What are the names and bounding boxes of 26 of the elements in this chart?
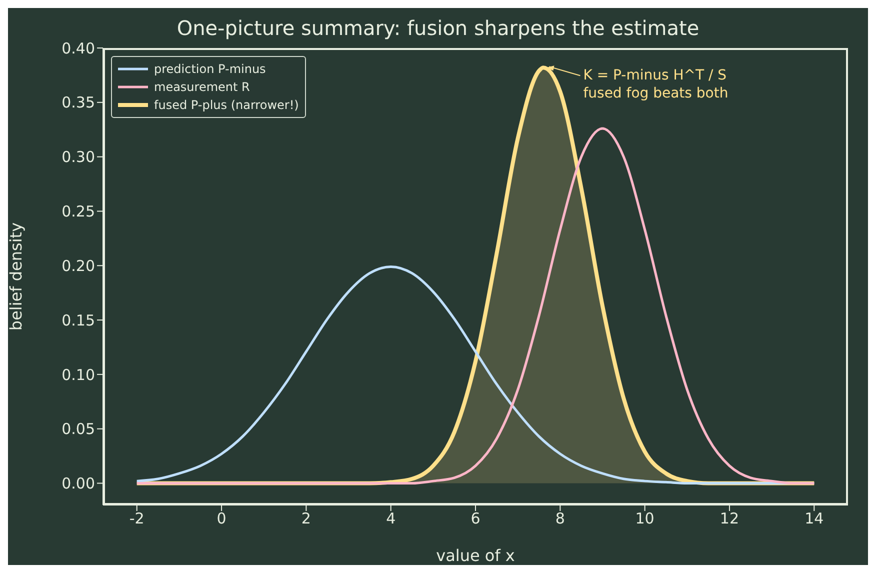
y-tick-label: 0.15 [62, 311, 95, 330]
x-tick-label: -2 [129, 510, 144, 528]
y-tick-label: 0.25 [62, 202, 95, 221]
y-tick-label: 0.00 [62, 474, 95, 493]
y-tick-label: 0.10 [62, 366, 95, 384]
chart-title: One-picture summary: fusion sharpens the estimate [176, 16, 700, 40]
y-tick-label: 0.40 [62, 39, 95, 58]
legend-label: measurement R [154, 80, 250, 94]
y-tick-label: 0.30 [62, 148, 95, 166]
y-tick-label: 0.35 [62, 94, 95, 112]
x-tick-label: 2 [301, 510, 311, 528]
x-tick-label: 14 [804, 510, 824, 528]
x-tick-label: 10 [635, 510, 654, 528]
x-tick-label: 12 [720, 510, 740, 528]
x-tick-label: 0 [216, 510, 226, 528]
y-tick-label: 0.20 [62, 256, 95, 275]
legend-label: prediction P-minus [154, 62, 266, 76]
y-axis-title: belief density [6, 222, 26, 331]
y-tick-label: 0.05 [62, 420, 95, 438]
x-tick-label: 8 [555, 510, 565, 528]
legend-label: fused P-plus (narrower!) [154, 98, 299, 112]
annotation: K = P-minus H^T / S fused fog beats both [583, 68, 728, 102]
x-tick-label: 4 [386, 510, 396, 528]
x-tick-label: 6 [470, 510, 480, 528]
x-axis-title: value of x [436, 546, 515, 565]
line-series [136, 127, 816, 484]
